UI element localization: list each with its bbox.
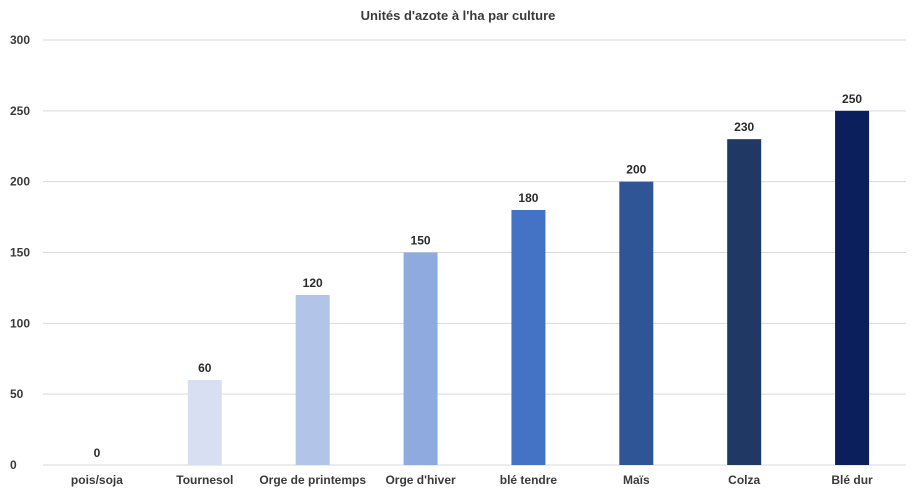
data-label: 60	[198, 361, 212, 375]
x-category-label: Tournesol	[176, 473, 233, 487]
data-label: 200	[626, 163, 646, 177]
x-category-label: Orge d'hiver	[385, 473, 456, 487]
x-category-label: blé tendre	[500, 473, 558, 487]
data-labels: 0 60 120 150 180 200 230 250	[94, 92, 863, 460]
x-category-label: Colza	[728, 473, 760, 487]
x-category-label: Orge de printemps	[259, 473, 366, 487]
bar	[511, 210, 546, 465]
y-tick-label: 200	[10, 175, 30, 189]
bars	[187, 110, 870, 465]
bar	[727, 139, 762, 465]
data-label: 230	[734, 120, 754, 134]
data-label: 120	[303, 276, 323, 290]
y-tick-label: 300	[10, 33, 30, 47]
chart-title: Unités d'azote à l'ha par culture	[361, 8, 556, 23]
gridlines	[43, 39, 906, 466]
y-axis-ticks: 0 50 100 150 200 250 300	[10, 33, 30, 472]
y-tick-label: 50	[10, 387, 24, 401]
data-label: 180	[518, 191, 538, 205]
data-label: 150	[411, 234, 431, 248]
x-category-label: Blé dur	[831, 473, 873, 487]
data-label: 0	[94, 446, 101, 460]
bar	[835, 110, 870, 465]
y-tick-label: 250	[10, 104, 30, 118]
bar	[619, 181, 654, 465]
y-tick-label: 100	[10, 316, 30, 330]
x-category-label: pois/soja	[71, 473, 123, 487]
y-tick-label: 150	[10, 246, 30, 260]
x-category-label: Maïs	[623, 473, 650, 487]
bar	[187, 380, 222, 465]
y-tick-label: 0	[10, 458, 17, 472]
bar	[295, 295, 330, 465]
x-axis-categories: pois/soja Tournesol Orge de printemps Orge …	[71, 473, 873, 487]
bar	[403, 252, 438, 465]
data-label: 250	[842, 92, 862, 106]
